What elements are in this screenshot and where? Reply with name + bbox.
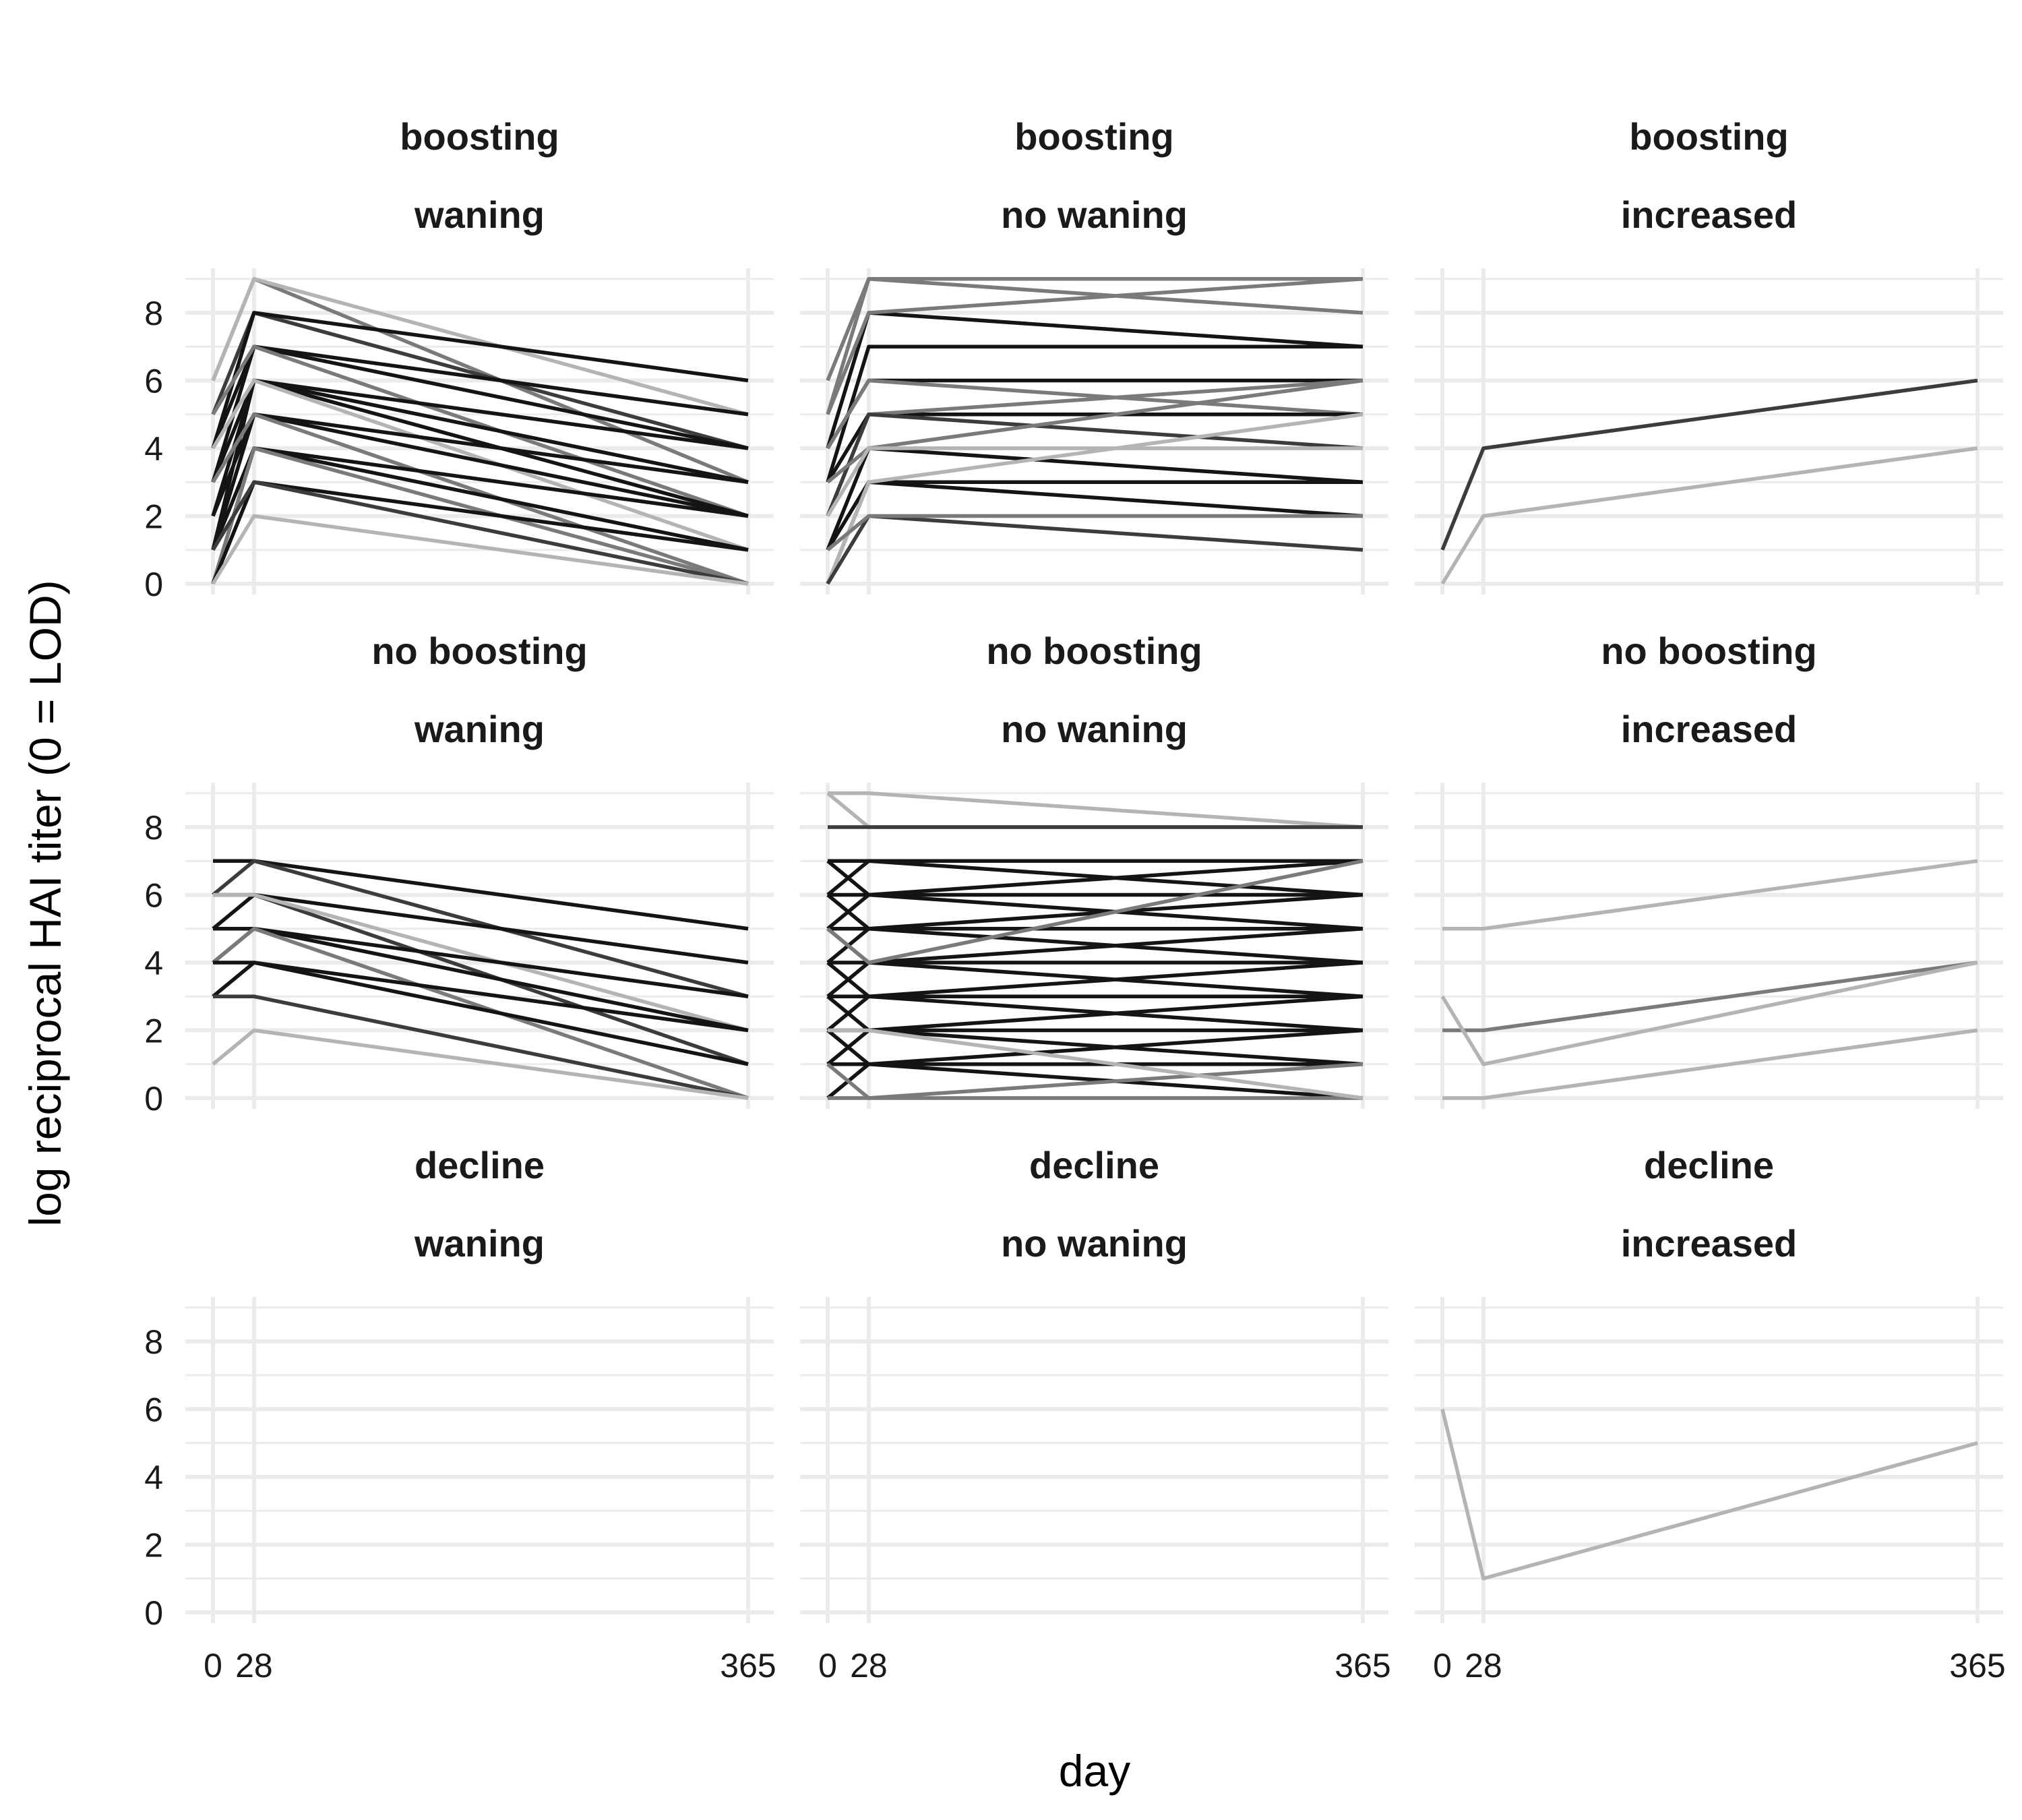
y-tick-label: 6 — [144, 363, 163, 400]
y-tick-label: 4 — [144, 430, 163, 468]
series-line — [826, 277, 1364, 415]
facet-panel: decline waning 0 2 4 6 8 0 28 365 — [144, 1144, 776, 1685]
facet-panel: decline no waning 0 28 365 — [800, 1144, 1391, 1685]
x-tick-label: 365 — [1949, 1647, 2005, 1685]
strip-label-boost: boosting — [1014, 115, 1173, 158]
strip-label-wane: increased — [1621, 1222, 1798, 1265]
x-tick-label: 28 — [850, 1647, 888, 1685]
y-tick-label: 6 — [144, 1391, 163, 1429]
series-line — [211, 277, 749, 417]
series-line — [828, 791, 1364, 829]
strip-label-boost: no boosting — [1601, 630, 1816, 672]
facet-panel: boosting no waning — [800, 115, 1388, 595]
series-line — [828, 1028, 1364, 1100]
series-line — [211, 446, 749, 586]
strip-label-wane: waning — [414, 193, 545, 236]
x-axis-title: day — [1059, 1746, 1130, 1796]
x-tick-label: 365 — [1335, 1647, 1390, 1685]
strip-label-wane: no waning — [1001, 193, 1188, 236]
strip-label-boost: no boosting — [371, 630, 587, 672]
strip-label-boost: decline — [1029, 1144, 1159, 1186]
facet-panel: no boosting waning 0 2 4 6 8 — [144, 630, 774, 1118]
series-line — [1442, 1028, 1978, 1100]
series-line — [213, 961, 749, 1066]
y-tick-label: 0 — [144, 566, 163, 603]
y-tick-label: 0 — [144, 1594, 163, 1632]
x-tick-label: 28 — [1465, 1647, 1502, 1685]
strip-label-wane: no waning — [1001, 1222, 1188, 1265]
y-tick-label: 2 — [144, 1012, 163, 1050]
series-line — [211, 514, 749, 586]
strip-label-wane: no waning — [1001, 708, 1188, 750]
series-line — [826, 413, 1364, 585]
y-tick-label: 2 — [144, 498, 163, 536]
series-line — [826, 514, 1363, 551]
series-line — [212, 859, 749, 998]
y-axis-title: log reciprocal HAI titer (0 = LOD) — [20, 580, 70, 1226]
series-line — [212, 1028, 749, 1100]
facet-panel: boosting increased — [1415, 115, 2003, 595]
series-line — [213, 892, 749, 1033]
series-line — [826, 277, 1364, 415]
series-line — [1442, 961, 1978, 1033]
strip-label-wane: waning — [414, 1222, 545, 1265]
facet-panel: no boosting no waning — [800, 630, 1388, 1109]
y-tick-label: 4 — [144, 944, 163, 982]
series-line — [212, 927, 749, 1100]
x-tick-label: 365 — [720, 1647, 776, 1685]
strip-label-wane: increased — [1621, 708, 1798, 750]
strip-label-boost: boosting — [1629, 115, 1788, 158]
x-tick-label: 0 — [818, 1647, 837, 1685]
x-tick-label: 0 — [1433, 1647, 1452, 1685]
x-tick-label: 0 — [204, 1647, 222, 1685]
strip-label-wane: increased — [1621, 193, 1798, 236]
series-line — [826, 892, 1364, 965]
series-line — [1440, 446, 1978, 585]
facet-panel: boosting waning 0 2 4 6 8 — [144, 115, 774, 603]
facet-panel: decline increased 0 28 365 — [1415, 1144, 2006, 1685]
series-line — [1440, 961, 1978, 1066]
strip-label-boost: boosting — [400, 115, 559, 158]
strip-label-boost: decline — [415, 1144, 545, 1186]
x-tick-label: 28 — [235, 1647, 273, 1685]
series-line — [826, 446, 1363, 517]
series-line — [826, 344, 1363, 483]
y-tick-label: 8 — [144, 295, 163, 332]
y-tick-label: 8 — [144, 1323, 163, 1361]
y-tick-label: 8 — [144, 809, 163, 847]
series-line — [826, 859, 1364, 897]
y-tick-label: 0 — [144, 1080, 163, 1118]
strip-label-boost: decline — [1644, 1144, 1774, 1186]
strip-label-boost: no boosting — [986, 630, 1202, 672]
series-line — [213, 994, 749, 1100]
series-line — [1440, 378, 1978, 551]
series-line — [1440, 1408, 1978, 1581]
series-line — [211, 311, 749, 449]
series-line — [826, 859, 1364, 965]
series-line — [826, 1028, 1364, 1100]
series-line — [211, 480, 749, 586]
y-tick-label: 4 — [144, 1459, 163, 1496]
y-tick-label: 6 — [144, 877, 163, 915]
y-tick-label: 2 — [144, 1527, 163, 1565]
series-line — [826, 961, 1364, 1032]
strip-label-wane: waning — [414, 708, 545, 750]
series-line — [1442, 859, 1978, 931]
facet-panel: no boosting increased — [1415, 630, 2003, 1109]
